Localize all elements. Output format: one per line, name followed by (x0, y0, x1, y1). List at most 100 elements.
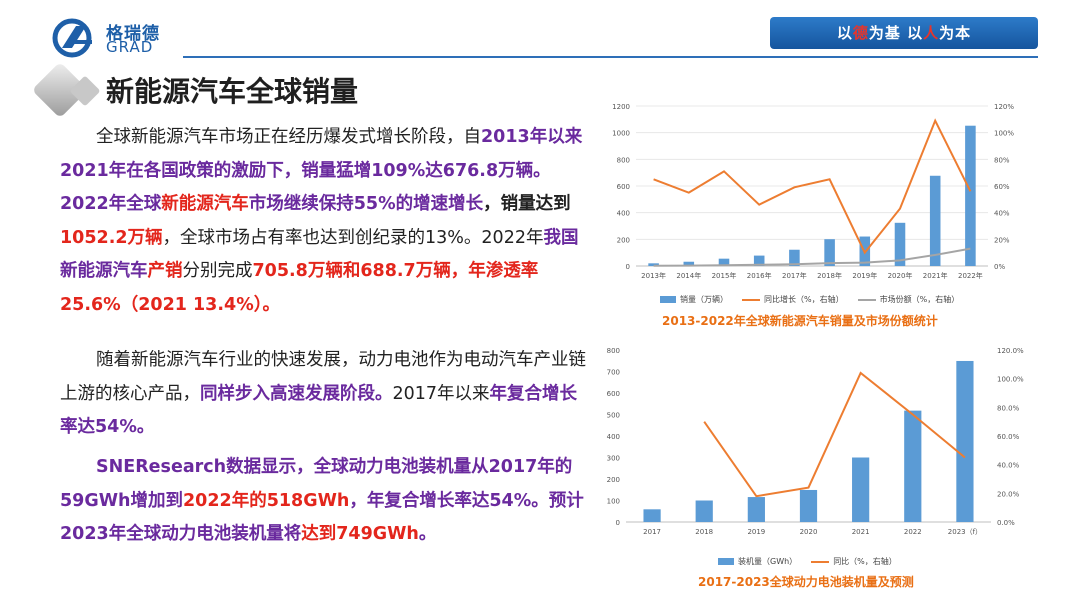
y2-tick-label: 120.0% (997, 347, 1024, 355)
text-run: 2017年以来 (392, 383, 490, 404)
y-tick-label: 1200 (612, 103, 630, 111)
y-tick-label: 0 (626, 263, 630, 271)
text-run: 同样步入高速发展阶段。 (200, 383, 393, 404)
x-tick-label: 2021 (852, 528, 870, 536)
text-run: 年复合增长率达54%。 (60, 383, 578, 438)
text-run: 2013年以来2021年在各国政策的激励下，销量猛增109%达676.8万辆。 (60, 127, 583, 181)
y2-tick-label: 80% (994, 156, 1010, 164)
x-tick-label: 2019年 (852, 271, 877, 280)
legend-item: 销量（万辆） (660, 294, 728, 305)
legend-item: 市场份额（%，右轴） (857, 294, 960, 305)
x-tick-label: 2017年 (782, 271, 807, 280)
y-tick-label: 700 (607, 369, 620, 377)
x-tick-label: 2013年 (641, 271, 666, 280)
company-logo: 格瑞德 GRAD (52, 18, 172, 58)
y2-tick-label: 20% (994, 236, 1010, 244)
x-tick-label: 2014年 (676, 271, 701, 280)
y2-tick-label: 40.0% (997, 462, 1020, 470)
text-run: 达到749GWh (301, 524, 419, 544)
bar (747, 497, 765, 522)
bar (695, 500, 713, 522)
y-tick-label: 600 (617, 183, 630, 191)
y-tick-label: 400 (617, 210, 630, 218)
text-run: 2022年全球 (60, 194, 162, 214)
y-tick-label: 100 (607, 498, 620, 506)
text-run: 全球新能源汽车市场正在经历爆发式增长阶段，自 (96, 127, 481, 147)
y-tick-label: 0 (616, 519, 620, 527)
bar (904, 410, 922, 522)
legend-label: 同比增长（%，右轴） (764, 295, 844, 304)
bar (753, 255, 765, 266)
y2-tick-label: 100.0% (997, 376, 1024, 384)
text-run: 。 (418, 524, 437, 544)
logo-text-cn: 格瑞德 (106, 24, 160, 44)
series-line (653, 118, 972, 255)
bar (929, 175, 941, 266)
legend-label: 销量（万辆） (680, 295, 728, 304)
x-tick-label: 2020年 (888, 271, 913, 280)
x-tick-label: 2017 (643, 528, 661, 536)
logo-emblem-icon (52, 18, 92, 58)
x-tick-label: 2018 (695, 528, 713, 536)
bar (965, 125, 976, 266)
text-run: 分别完成 (182, 261, 253, 281)
text-run: 随着新能源汽车行业的快速发展，动力电池作为电动汽车产业链上游的核心产品， (60, 350, 586, 404)
y-tick-label: 1000 (612, 130, 630, 138)
page-title: 新能源汽车全球销量 (106, 75, 359, 108)
legend-item: 同比（%，右轴） (811, 556, 897, 567)
slogan-banner: 以德为基 以人为本 (770, 17, 1038, 49)
y2-tick-label: 0% (994, 263, 1005, 271)
y-tick-label: 800 (617, 156, 630, 164)
ev-sales-legend: 销量（万辆） 同比增长（%，右轴） 市场份额（%，右轴） (660, 294, 959, 305)
legend-label: 市场份额（%，右轴） (879, 295, 960, 304)
text-run: 1052.2万辆 (60, 227, 163, 248)
x-tick-label: 2015年 (712, 271, 737, 280)
legend-label: 装机量（GWh） (738, 557, 798, 566)
text-run: ，全球市场占有率也达到创纪录的13%。2022年 (162, 227, 544, 248)
x-tick-label: 2022 (904, 528, 922, 536)
y-tick-label: 500 (607, 412, 620, 420)
text-run: SNEResearch数据显示，全球动力电池装机量从2017年的59GWh增加到 (60, 457, 573, 511)
y-tick-label: 300 (607, 455, 620, 463)
battery-installation-chart: 0 100 200 300 400 500 600 700 800 0.0% 20.0% 40.0% 6… (607, 347, 1024, 536)
bar (648, 263, 659, 266)
x-tick-label: 2018年 (817, 271, 842, 280)
y2-tick-label: 0.0% (997, 519, 1015, 527)
bar (683, 261, 695, 266)
x-tick-label: 2019 (747, 528, 765, 536)
text-run: 2022年的518GWh (182, 490, 350, 511)
paragraph-sneresearch-data: SNEResearch数据显示，全球动力电池装机量从2017年的59GWh增加到… (60, 451, 590, 552)
y2-tick-label: 100% (994, 130, 1014, 138)
y-tick-label: 200 (617, 236, 630, 244)
header-divider (183, 56, 1038, 58)
y2-tick-label: 120% (994, 103, 1014, 111)
text-run: 55%的增速增长 (353, 194, 484, 214)
logo-text-en: GRAD (106, 38, 154, 56)
slogan-part: 为基 以 (868, 24, 924, 42)
y2-tick-label: 40% (994, 210, 1010, 218)
y2-tick-label: 60.0% (997, 433, 1020, 441)
paragraph-market-overview: 全球新能源汽车市场正在经历爆发式增长阶段，自2013年以来2021年在各国政策的… (60, 121, 590, 322)
slogan-part: 为本 (939, 24, 972, 42)
battery-legend: 装机量（GWh） 同比（%，右轴） (718, 556, 897, 567)
y2-tick-label: 20.0% (997, 490, 1020, 498)
bar (789, 249, 800, 266)
y-tick-label: 800 (607, 347, 620, 355)
battery-chart-caption: 2017-2023全球动力电池装机量及预测 (698, 575, 914, 589)
y2-tick-label: 80.0% (997, 404, 1020, 412)
legend-item: 同比增长（%，右轴） (742, 294, 844, 305)
text-run: 产销 (147, 261, 183, 281)
legend-item: 装机量（GWh） (718, 556, 797, 567)
text-run: 我国新能源汽车 (60, 227, 579, 282)
bar (718, 258, 730, 266)
legend-label: 同比（%，右轴） (833, 557, 897, 566)
text-run: 新能源汽车 (161, 194, 249, 214)
y2-tick-label: 60% (994, 183, 1010, 191)
bar (894, 222, 906, 266)
slogan-highlight: 人 (923, 24, 940, 42)
x-tick-label: 2022年 (958, 271, 983, 280)
text-run: 705.8万辆和688.7万辆，年渗透率25.6%（2021 13.4%）。 (60, 261, 539, 315)
x-tick-label: 2016年 (747, 271, 772, 280)
y-tick-label: 400 (607, 433, 620, 441)
text-run: ，年复合增长率达54%。预计2023年全球动力电池装机量将 (60, 490, 584, 545)
